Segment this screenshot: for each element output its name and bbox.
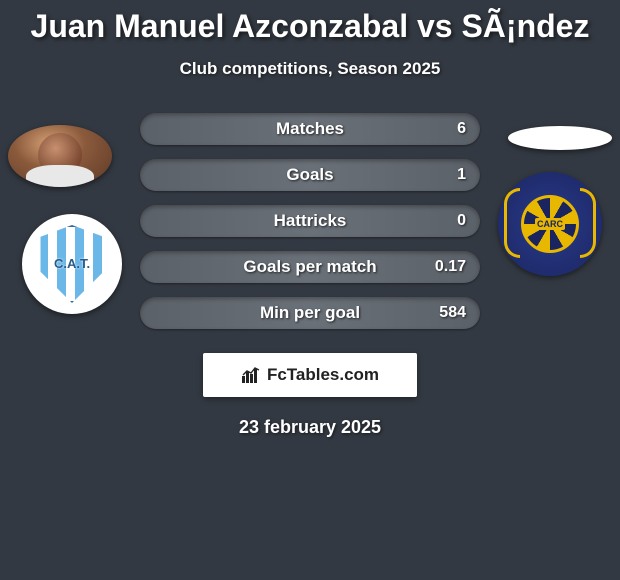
stat-label: Matches bbox=[276, 119, 344, 139]
stat-label: Min per goal bbox=[260, 303, 360, 323]
stat-row-goals: Goals 1 bbox=[140, 159, 480, 191]
subtitle: Club competitions, Season 2025 bbox=[0, 59, 620, 79]
stats-area: Matches 6 Goals 1 Hattricks 0 Goals per … bbox=[0, 113, 620, 343]
page-title: Juan Manuel Azconzabal vs SÃ¡ndez bbox=[0, 0, 620, 45]
brand-box[interactable]: FcTables.com bbox=[203, 353, 417, 397]
stat-value-right: 0.17 bbox=[435, 258, 466, 276]
stat-value-right: 1 bbox=[457, 166, 466, 184]
stat-row-gpm: Goals per match 0.17 bbox=[140, 251, 480, 283]
stat-row-mpg: Min per goal 584 bbox=[140, 297, 480, 329]
brand-text: FcTables.com bbox=[267, 365, 379, 385]
date-label: 23 february 2025 bbox=[0, 417, 620, 438]
stat-value-right: 0 bbox=[457, 212, 466, 230]
stat-value-right: 584 bbox=[439, 304, 466, 322]
bar-chart-icon bbox=[241, 366, 261, 384]
stat-row-matches: Matches 6 bbox=[140, 113, 480, 145]
stat-label: Goals bbox=[286, 165, 333, 185]
stat-label: Hattricks bbox=[274, 211, 347, 231]
stat-label: Goals per match bbox=[243, 257, 376, 277]
stat-row-hattricks: Hattricks 0 bbox=[140, 205, 480, 237]
comparison-card: Juan Manuel Azconzabal vs SÃ¡ndez Club c… bbox=[0, 0, 620, 580]
stat-value-right: 6 bbox=[457, 120, 466, 138]
